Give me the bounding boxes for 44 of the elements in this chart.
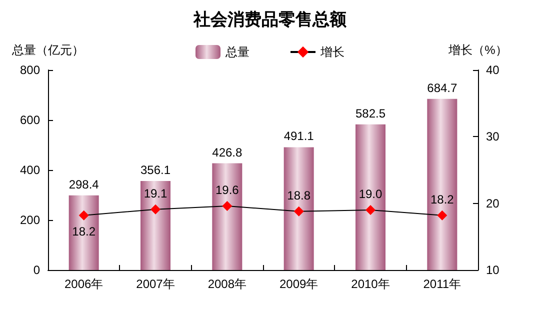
- data-label: 18.2: [430, 192, 454, 206]
- y-tick-label: 200: [20, 213, 40, 227]
- y2-tick-label: 40: [486, 63, 500, 77]
- point: [222, 201, 232, 211]
- y-axis-title: 总量（亿元）: [11, 43, 84, 57]
- y2-axis-title: 增长（%）: [448, 43, 508, 57]
- bar: [427, 98, 458, 270]
- data-label: 491.1: [284, 129, 314, 144]
- x-tick-label: 2007年: [136, 277, 175, 291]
- bar: [68, 195, 99, 270]
- y-tick-label: 0: [33, 263, 40, 277]
- data-label: 684.7: [427, 80, 458, 95]
- data-label: 18.2: [72, 224, 96, 238]
- x-tick-label: 2011年: [423, 277, 462, 291]
- bar: [212, 163, 242, 270]
- data-label: 426.8: [212, 145, 243, 160]
- chart-title: 社会消费品零售总额: [192, 10, 348, 29]
- x-tick-label: 2008年: [208, 277, 247, 291]
- bar: [140, 180, 170, 270]
- y-tick-label: 400: [20, 163, 40, 177]
- point: [437, 210, 448, 220]
- bar: [284, 147, 314, 270]
- point: [366, 205, 376, 215]
- data-label: 582.5: [355, 106, 386, 120]
- data-label: 19.0: [358, 187, 382, 201]
- x-tick-label: 2009年: [279, 277, 318, 291]
- y2-tick-label: 30: [486, 130, 500, 144]
- point: [294, 206, 304, 216]
- data-label: 19.6: [215, 183, 240, 197]
- legend-label: 增长: [320, 45, 344, 59]
- y-tick-label: 800: [20, 63, 40, 77]
- x-tick-label: 2006年: [64, 277, 104, 291]
- point: [78, 210, 89, 220]
- x-tick-label: 2010年: [351, 277, 390, 291]
- y-tick-label: 600: [20, 113, 40, 127]
- data-label: 18.8: [287, 188, 311, 202]
- y2-tick-label: 20: [486, 196, 500, 210]
- data-label: 19.1: [144, 186, 168, 200]
- y2-tick-label: 10: [486, 263, 500, 277]
- legend-label: 总量: [224, 45, 250, 59]
- point: [150, 204, 160, 214]
- bar: [356, 124, 386, 270]
- data-label: 356.1: [140, 162, 171, 177]
- data-label: 298.4: [68, 177, 100, 192]
